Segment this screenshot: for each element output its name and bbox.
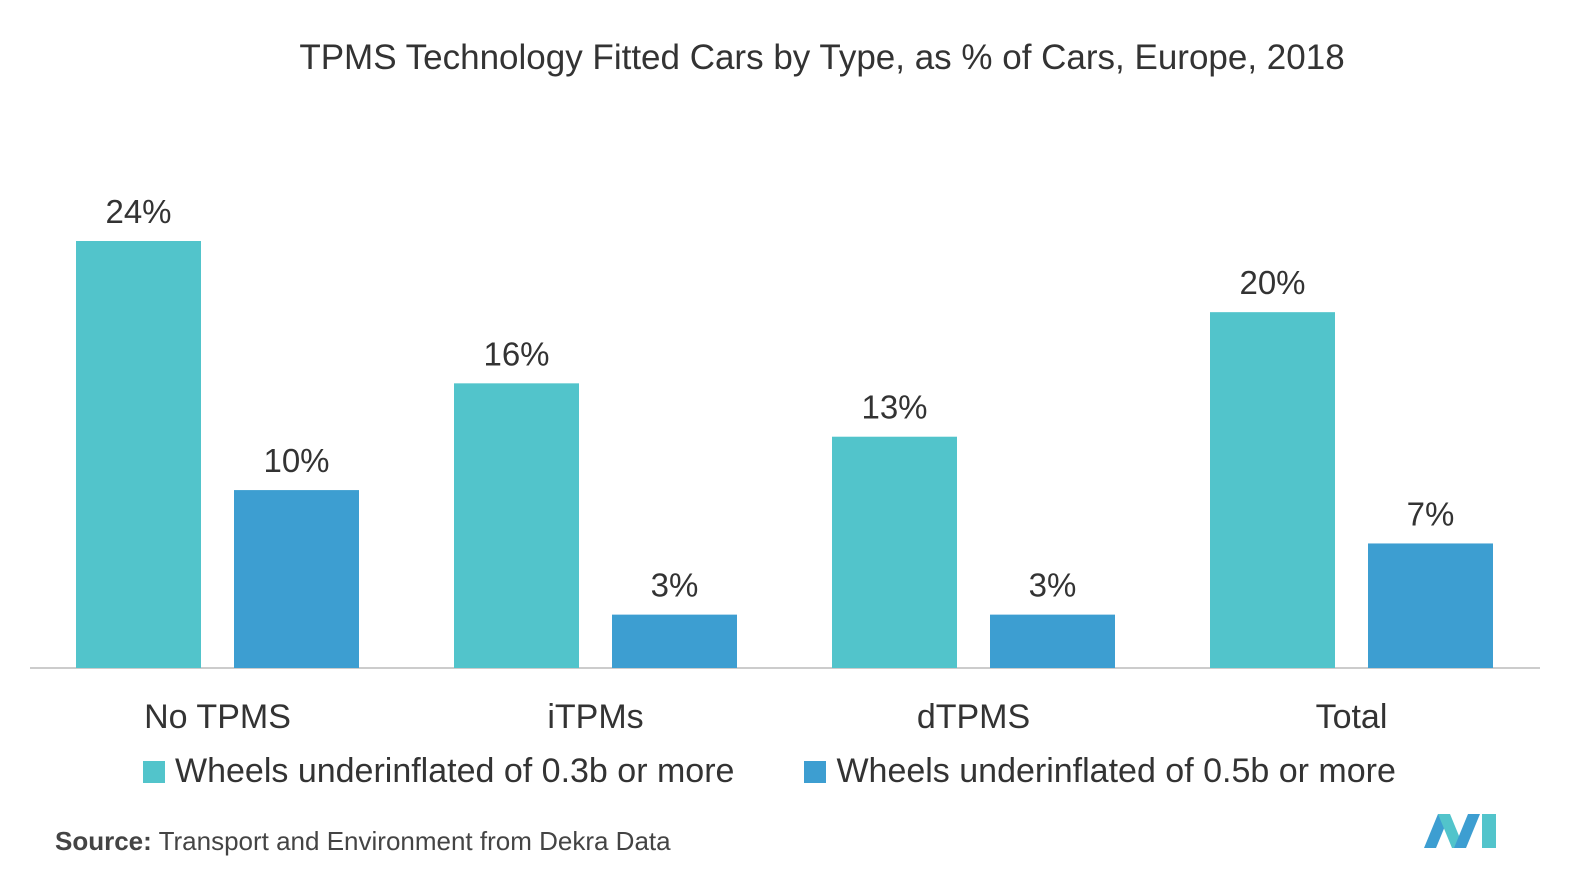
data-label-no-tpms-series-1: 24%: [105, 193, 171, 230]
category-label-no-tpms: No TPMS: [144, 698, 291, 736]
bar-dtpms-series-2: [990, 614, 1115, 668]
legend-item-series-2: Wheels underinflated of 0.5b or more: [804, 752, 1396, 791]
legend-item-series-1: Wheels underinflated of 0.3b or more: [143, 752, 734, 791]
brand-logo-icon: [1424, 814, 1496, 848]
bars-group: [76, 241, 1493, 668]
bar-no-tpms-series-2: [234, 490, 359, 668]
data-label-itpms-series-2: 3%: [651, 567, 699, 604]
category-label-dtpms: dTPMS: [917, 698, 1030, 736]
source-label: Source:: [55, 826, 152, 856]
category-label-itpms: iTPMs: [547, 698, 643, 736]
data-label-itpms-series-1: 16%: [483, 335, 549, 372]
legend-label-series-1: Wheels underinflated of 0.3b or more: [175, 752, 735, 790]
data-label-no-tpms-series-2: 10%: [263, 442, 329, 479]
chart-title: TPMS Technology Fitted Cars by Type, as …: [299, 38, 1345, 77]
category-labels-group: No TPMS iTPMs dTPMS Total: [144, 698, 1387, 736]
bar-itpms-series-1: [454, 383, 579, 668]
source-note: Source: Transport and Environment from D…: [55, 826, 671, 857]
source-text: Transport and Environment from Dekra Dat…: [158, 826, 671, 856]
bar-total-series-2: [1368, 543, 1493, 668]
data-label-dtpms-series-2: 3%: [1029, 567, 1077, 604]
bar-no-tpms-series-1: [76, 241, 201, 668]
legend-swatch-series-2: [804, 760, 827, 783]
data-label-dtpms-series-1: 13%: [861, 389, 927, 426]
bar-total-series-1: [1210, 312, 1335, 668]
category-label-total: Total: [1316, 698, 1388, 736]
legend-label-series-2: Wheels underinflated of 0.5b or more: [836, 752, 1396, 790]
bar-itpms-series-2: [612, 614, 737, 668]
bar-dtpms-series-1: [832, 436, 957, 668]
value-labels-group: 24% 10% 16% 3% 13% 3% 20% 7%: [105, 193, 1454, 604]
data-label-total-series-2: 7%: [1407, 495, 1455, 532]
data-label-total-series-1: 20%: [1239, 264, 1305, 301]
legend: Wheels underinflated of 0.3b or more Whe…: [143, 752, 1466, 791]
legend-swatch-series-1: [143, 760, 165, 783]
